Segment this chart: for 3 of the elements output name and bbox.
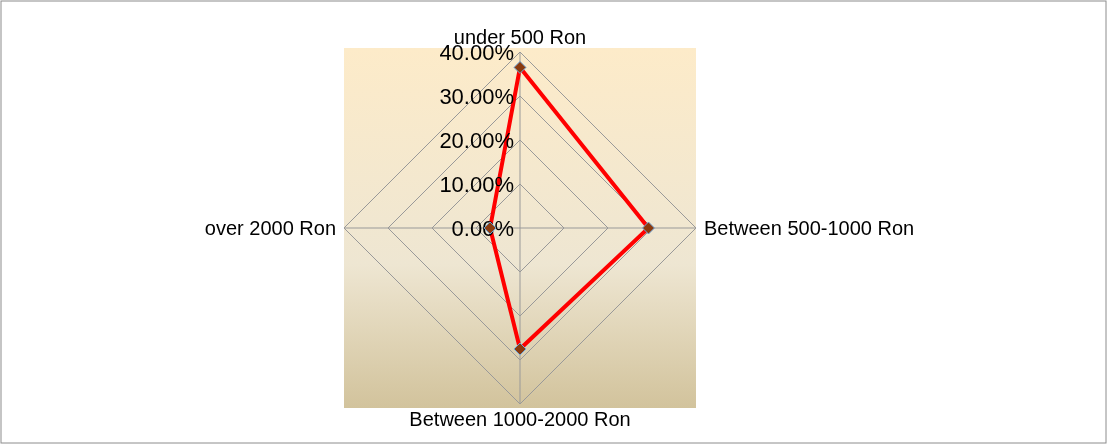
spoke-label: over 2000 Ron — [204, 217, 336, 240]
spoke-label: Between 1000-2000 Ron — [409, 408, 631, 431]
spoke-label: Between 500-1000 Ron — [704, 217, 915, 240]
